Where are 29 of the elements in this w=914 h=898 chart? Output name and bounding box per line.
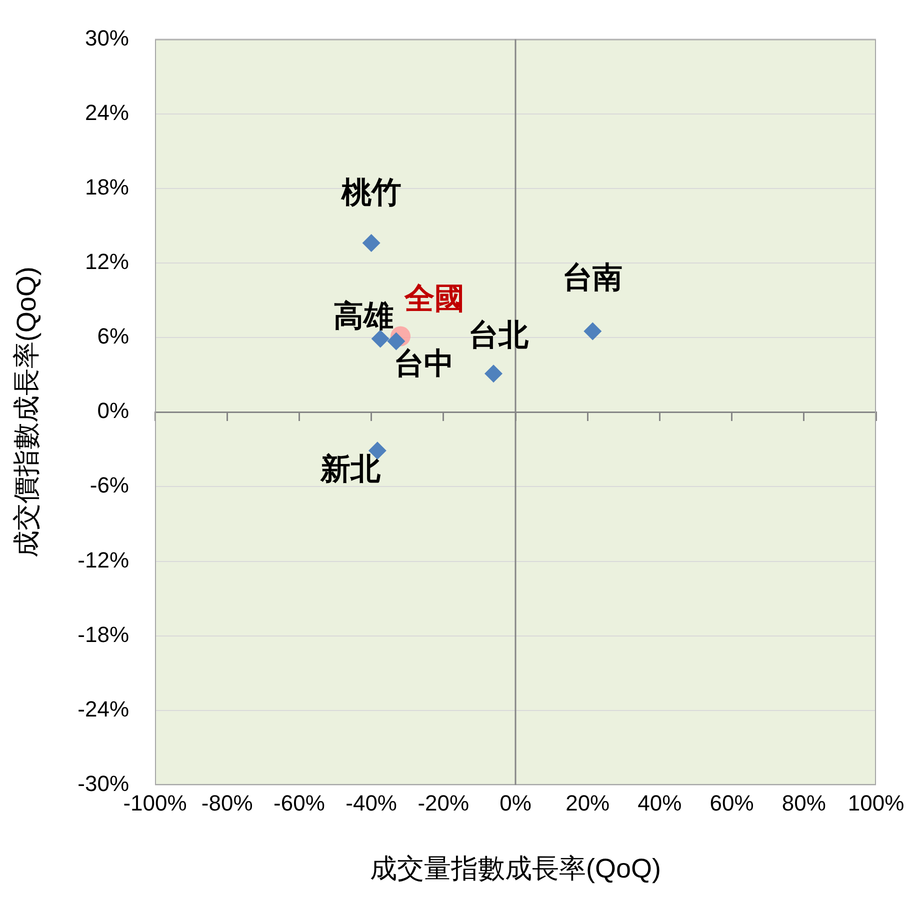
y-tick-label: -18% (78, 622, 129, 647)
series-label: 全國 (404, 282, 464, 316)
series-label: 新北 (319, 452, 382, 486)
x-tick-label: -40% (346, 790, 397, 816)
y-tick-label: 12% (84, 249, 129, 274)
x-tick-label: -80% (201, 790, 253, 816)
y-tick-label: 30% (84, 25, 129, 50)
y-tick-label: 24% (84, 100, 129, 125)
series-label: 台中 (394, 348, 454, 381)
x-tick-label: 60% (710, 790, 754, 816)
y-tick-label: -24% (78, 696, 129, 722)
y-tick-label: -12% (78, 547, 129, 572)
y-tick-label: -6% (90, 472, 129, 498)
x-tick-label: -60% (274, 790, 325, 816)
series-label: 桃竹 (340, 176, 402, 210)
series-label: 台南 (562, 262, 623, 295)
x-tick-label: 0% (500, 790, 532, 816)
series-label: 高雄 (333, 299, 394, 334)
series-label: 台北 (468, 318, 530, 352)
x-axis-title: 成交量指數成長率(QoQ) (370, 853, 662, 884)
x-tick-label: 80% (782, 790, 826, 816)
x-tick-label: 20% (566, 790, 610, 816)
y-axis-title: 成交價指數成長率(QoQ) (12, 266, 42, 558)
y-tick-label: 6% (97, 324, 129, 349)
y-tick-label: 0% (97, 398, 129, 424)
x-tick-label: -20% (418, 790, 470, 816)
x-tick-label: 100% (848, 790, 904, 816)
x-tick-label: 40% (638, 790, 682, 816)
y-tick-label: 18% (84, 174, 129, 200)
